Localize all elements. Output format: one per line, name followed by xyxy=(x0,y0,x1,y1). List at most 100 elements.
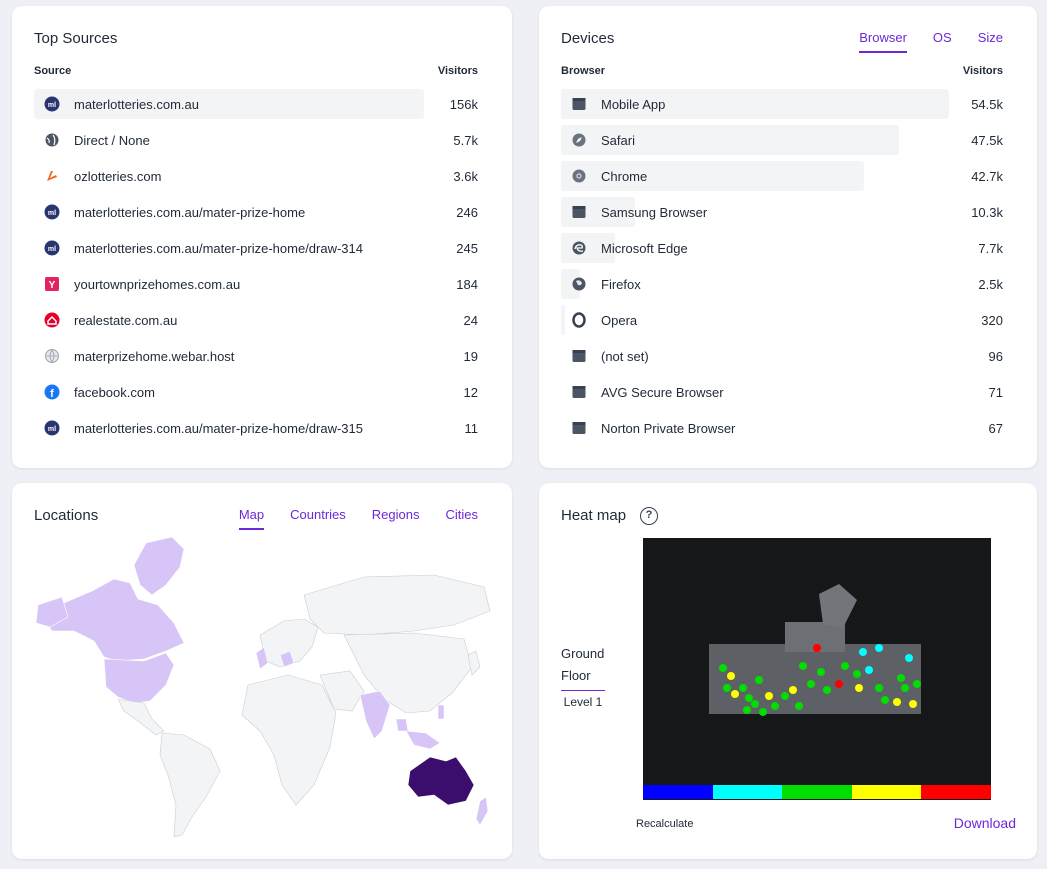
sources-row-value: 3.6k xyxy=(453,168,478,184)
map-greenland[interactable] xyxy=(133,536,185,596)
legend-swatch xyxy=(782,785,852,799)
sources-row-label: materlotteries.com.au xyxy=(74,96,199,112)
heat-point xyxy=(789,686,797,694)
map-uk[interactable] xyxy=(255,646,269,670)
svg-text:Y: Y xyxy=(49,280,56,291)
realestate-logo-icon xyxy=(44,312,60,328)
sources-row[interactable]: ml materlotteries.com.au/mater-prize-home… xyxy=(34,230,478,266)
map-asia[interactable] xyxy=(343,632,473,714)
devices-row-bar xyxy=(561,305,565,335)
sources-row-value: 5.7k xyxy=(453,132,478,148)
devices-row-label: Safari xyxy=(601,132,635,148)
map-japan[interactable] xyxy=(467,650,481,676)
devices-row[interactable]: (not set) 96 xyxy=(561,338,1003,374)
devices-row[interactable]: Chrome 42.7k xyxy=(561,158,1003,194)
devices-row-label: Samsung Browser xyxy=(601,204,708,220)
map-canada[interactable] xyxy=(41,578,185,662)
devices-row[interactable]: AVG Secure Browser 71 xyxy=(561,374,1003,410)
tab-map[interactable]: Map xyxy=(238,507,265,530)
tab-countries[interactable]: Countries xyxy=(290,507,346,522)
firefox-icon xyxy=(571,276,587,292)
svg-text:ml: ml xyxy=(48,102,56,109)
sources-row-label: materlotteries.com.au/mater-prize-home/d… xyxy=(74,240,363,256)
map-india[interactable] xyxy=(359,690,391,740)
svg-text:f: f xyxy=(50,388,54,400)
devices-row-bar xyxy=(561,125,899,155)
map-germany[interactable] xyxy=(279,650,295,668)
devices-row[interactable]: Safari 47.5k xyxy=(561,122,1003,158)
tab-regions[interactable]: Regions xyxy=(371,507,420,522)
level-tab[interactable]: Level 1 xyxy=(561,690,605,709)
map-south-america[interactable] xyxy=(159,732,221,838)
world-map[interactable] xyxy=(34,535,492,845)
sources-row-value: 246 xyxy=(456,204,478,220)
map-alaska[interactable] xyxy=(35,596,69,628)
sources-row[interactable]: realestate.com.au 24 xyxy=(34,302,478,338)
download-link[interactable]: Download xyxy=(953,815,1016,831)
heat-point xyxy=(813,644,821,652)
devices-row-label: AVG Secure Browser xyxy=(601,384,724,400)
sources-row[interactable]: ml materlotteries.com.au/mater-prize-home… xyxy=(34,194,478,230)
tab-size[interactable]: Size xyxy=(977,30,1003,45)
heat-point xyxy=(795,702,803,710)
heat-point xyxy=(897,674,905,682)
map-africa[interactable] xyxy=(241,674,337,806)
sources-row[interactable]: ml materlotteries.com.au 156k xyxy=(34,86,478,122)
app-window-icon xyxy=(571,348,587,364)
sources-row[interactable]: materprizehome.webar.host 19 xyxy=(34,338,478,374)
tab-os[interactable]: OS xyxy=(932,30,952,45)
world-map-svg xyxy=(35,536,491,838)
devices-row-label: Firefox xyxy=(601,276,641,292)
sources-row-value: 11 xyxy=(464,420,479,436)
map-philippines[interactable] xyxy=(437,704,445,720)
devices-row-value: 71 xyxy=(988,384,1003,400)
map-mexico[interactable] xyxy=(117,698,165,736)
devices-row-bar xyxy=(561,269,581,299)
map-usa[interactable] xyxy=(103,652,175,704)
top-sources-card: Top Sources Source Visitors ml materlotte… xyxy=(12,6,512,468)
map-new-zealand[interactable] xyxy=(475,796,489,826)
devices-row[interactable]: Opera 320 xyxy=(561,302,1003,338)
help-circle-icon[interactable]: ? xyxy=(640,507,658,525)
devices-row[interactable]: Norton Private Browser 67 xyxy=(561,410,1003,446)
tab-browser[interactable]: Browser xyxy=(859,30,907,53)
map-russia[interactable] xyxy=(303,574,491,636)
map-indonesia[interactable] xyxy=(405,730,441,750)
top-sources-title: Top Sources xyxy=(34,30,118,47)
edge-icon xyxy=(571,240,587,256)
heatmap-canvas[interactable] xyxy=(643,538,991,800)
heat-point xyxy=(727,672,735,680)
heat-point xyxy=(719,664,727,672)
recalculate-button[interactable]: Recalculate xyxy=(636,818,694,830)
devices-row[interactable]: Firefox 2.5k xyxy=(561,266,1003,302)
devices-row-label: Microsoft Edge xyxy=(601,240,688,256)
globe-icon xyxy=(44,132,60,148)
devices-row-value: 67 xyxy=(988,420,1003,436)
map-malaysia[interactable] xyxy=(395,718,409,732)
heat-point xyxy=(807,680,815,688)
devices-row[interactable]: Mobile App 54.5k xyxy=(561,86,1003,122)
sources-row[interactable]: ml materlotteries.com.au/mater-prize-home… xyxy=(34,410,478,446)
sources-row-value: 24 xyxy=(463,312,478,328)
app-window-icon xyxy=(571,96,587,112)
map-australia[interactable] xyxy=(407,756,475,806)
materlotteries-logo-icon: ml xyxy=(44,240,60,256)
tab-cities[interactable]: Cities xyxy=(445,507,478,522)
sources-row[interactable]: Direct / None 5.7k xyxy=(34,122,478,158)
heat-point xyxy=(859,648,867,656)
sources-row[interactable]: ozlotteries.com 3.6k xyxy=(34,158,478,194)
sources-row-value: 245 xyxy=(456,240,478,256)
heat-point xyxy=(909,700,917,708)
devices-row[interactable]: Microsoft Edge 7.7k xyxy=(561,230,1003,266)
app-window-icon xyxy=(571,420,587,436)
devices-row[interactable]: Samsung Browser 10.3k xyxy=(561,194,1003,230)
sources-row-label: ozlotteries.com xyxy=(74,168,162,184)
map-middle-east[interactable] xyxy=(319,670,365,712)
map-europe[interactable] xyxy=(259,618,319,668)
sources-row[interactable]: f facebook.com 12 xyxy=(34,374,478,410)
devices-tabs: Browser OS Size xyxy=(859,30,1003,53)
sources-list: ml materlotteries.com.au 156k Direct / None… xyxy=(34,86,478,446)
devices-card: Devices Browser OS Size Browser Visitors… xyxy=(539,6,1037,468)
sources-row-label: materlotteries.com.au/mater-prize-home/d… xyxy=(74,420,363,436)
